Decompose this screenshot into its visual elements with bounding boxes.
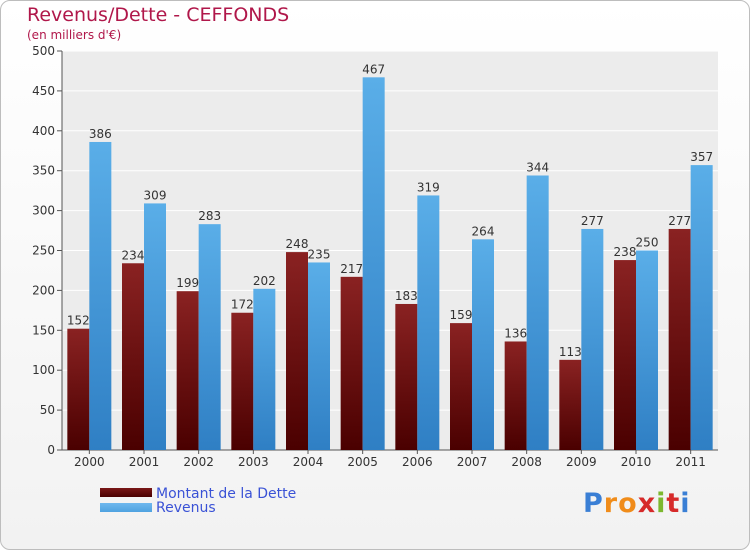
y-tick-label: 200	[32, 283, 55, 297]
bar-revenus	[636, 250, 658, 450]
logo-letter: t	[666, 488, 681, 519]
y-tick-label: 500	[32, 44, 55, 58]
bar-dette	[668, 228, 691, 450]
data-label-dette: 234	[122, 248, 145, 262]
bar-revenus	[253, 288, 276, 450]
bar-dette	[231, 312, 254, 450]
x-tick-label: 2010	[621, 455, 652, 469]
data-label-revenus: 250	[636, 236, 659, 250]
bar-revenus	[417, 195, 440, 450]
x-tick-label: 2000	[74, 455, 105, 469]
chart-subtitle: (en milliers d'€)	[27, 28, 122, 42]
data-label-revenus: 357	[690, 150, 713, 164]
data-label-dette: 248	[286, 237, 309, 251]
logo-letter: P	[583, 488, 604, 519]
bar-dette	[614, 260, 636, 450]
legend-swatch-dette	[100, 488, 152, 497]
data-label-dette: 238	[614, 245, 637, 259]
x-tick-label: 2006	[402, 455, 433, 469]
x-tick-label: 2009	[566, 455, 597, 469]
data-label-revenus: 277	[581, 214, 604, 228]
bar-dette	[286, 252, 308, 450]
x-tick-label: 2001	[129, 455, 160, 469]
data-label-dette: 199	[176, 276, 199, 290]
x-tick-label: 2005	[347, 455, 378, 469]
data-label-dette: 217	[340, 262, 363, 276]
y-tick-label: 250	[32, 244, 55, 258]
x-tick-label: 2007	[457, 455, 488, 469]
logo-letter: i	[680, 488, 691, 519]
data-label-revenus: 386	[89, 127, 112, 141]
y-tick-label: 350	[32, 164, 55, 178]
legend-label-revenus: Revenus	[156, 500, 216, 516]
data-label-revenus: 467	[362, 62, 385, 76]
chart-title: Revenus/Dette - CEFFONDS	[27, 4, 290, 26]
data-label-revenus: 202	[253, 274, 276, 288]
data-label-dette: 136	[504, 326, 527, 340]
data-label-dette: 183	[395, 289, 418, 303]
legend-swatch-revenus	[100, 503, 152, 512]
x-tick-label: 2002	[183, 455, 214, 469]
bar-revenus	[144, 203, 166, 450]
bar-dette	[67, 328, 90, 450]
bar-revenus	[526, 175, 549, 450]
data-label-dette: 152	[67, 314, 90, 328]
y-tick-label: 50	[40, 403, 55, 417]
y-tick-label: 400	[32, 124, 55, 138]
y-tick-label: 0	[47, 443, 55, 457]
legend-label-dette: Montant de la Dette	[156, 486, 297, 502]
bar-dette	[122, 263, 144, 450]
bar-dette	[450, 323, 472, 450]
data-label-revenus: 309	[144, 188, 167, 202]
y-tick-label: 300	[32, 204, 55, 218]
bar-dette	[395, 303, 418, 450]
proxiti-logo: Proxiti	[583, 488, 691, 519]
data-label-dette: 172	[231, 298, 254, 312]
y-tick-label: 150	[32, 323, 55, 337]
bar-dette	[340, 276, 363, 450]
logo-letter: o	[618, 488, 638, 519]
data-label-revenus: 344	[526, 160, 549, 174]
x-tick-label: 2004	[293, 455, 324, 469]
data-label-revenus: 235	[308, 247, 331, 261]
bar-dette	[559, 359, 582, 450]
y-tick-label: 450	[32, 84, 55, 98]
data-label-dette: 159	[450, 308, 473, 322]
bar-revenus	[690, 165, 713, 450]
data-label-revenus: 264	[472, 224, 495, 238]
data-label-dette: 113	[559, 345, 582, 359]
bar-dette	[504, 341, 527, 450]
x-tick-label: 2011	[675, 455, 706, 469]
bar-revenus	[472, 239, 494, 450]
logo-letter: r	[603, 488, 619, 519]
y-tick-label: 100	[32, 363, 55, 377]
bar-dette	[176, 291, 199, 450]
data-label-revenus: 319	[417, 180, 440, 194]
data-label-revenus: 283	[198, 209, 221, 223]
bar-revenus	[362, 77, 385, 451]
logo-letter: x	[637, 488, 657, 519]
bar-revenus	[581, 228, 604, 450]
logo-letter: i	[656, 488, 667, 519]
x-tick-label: 2003	[238, 455, 269, 469]
bar-revenus	[198, 224, 221, 450]
bar-revenus	[308, 262, 330, 450]
bar-revenus	[89, 141, 112, 451]
x-tick-label: 2008	[511, 455, 542, 469]
data-label-dette: 277	[668, 214, 691, 228]
